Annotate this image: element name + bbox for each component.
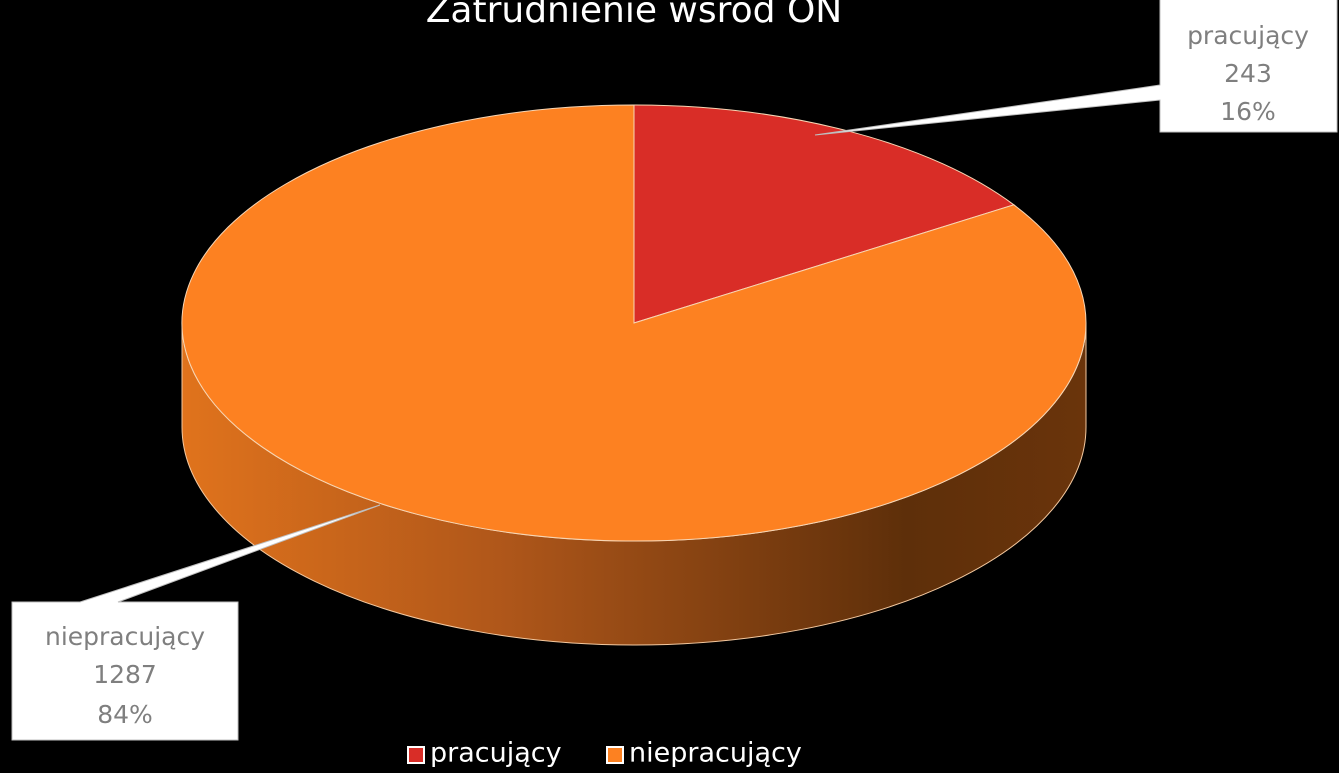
slice [181, 104, 1087, 542]
data-label-percent: 84% [97, 700, 153, 729]
legend-swatch [407, 746, 425, 764]
data-callout [814, 0, 1338, 136]
data-label-name: pracujący [1187, 21, 1309, 50]
legend-swatch [606, 746, 624, 764]
data-label-percent: 16% [1220, 97, 1276, 126]
data-label-name: niepracujący [45, 622, 205, 651]
data-callout [11, 504, 381, 741]
legend-label: pracujący [430, 738, 562, 769]
chart-title: Zatrudnienie wśród ON [426, 0, 842, 31]
data-label-value: 243 [1224, 59, 1272, 88]
data-label-value: 1287 [93, 660, 157, 689]
legend-label: niepracujący [629, 738, 802, 769]
